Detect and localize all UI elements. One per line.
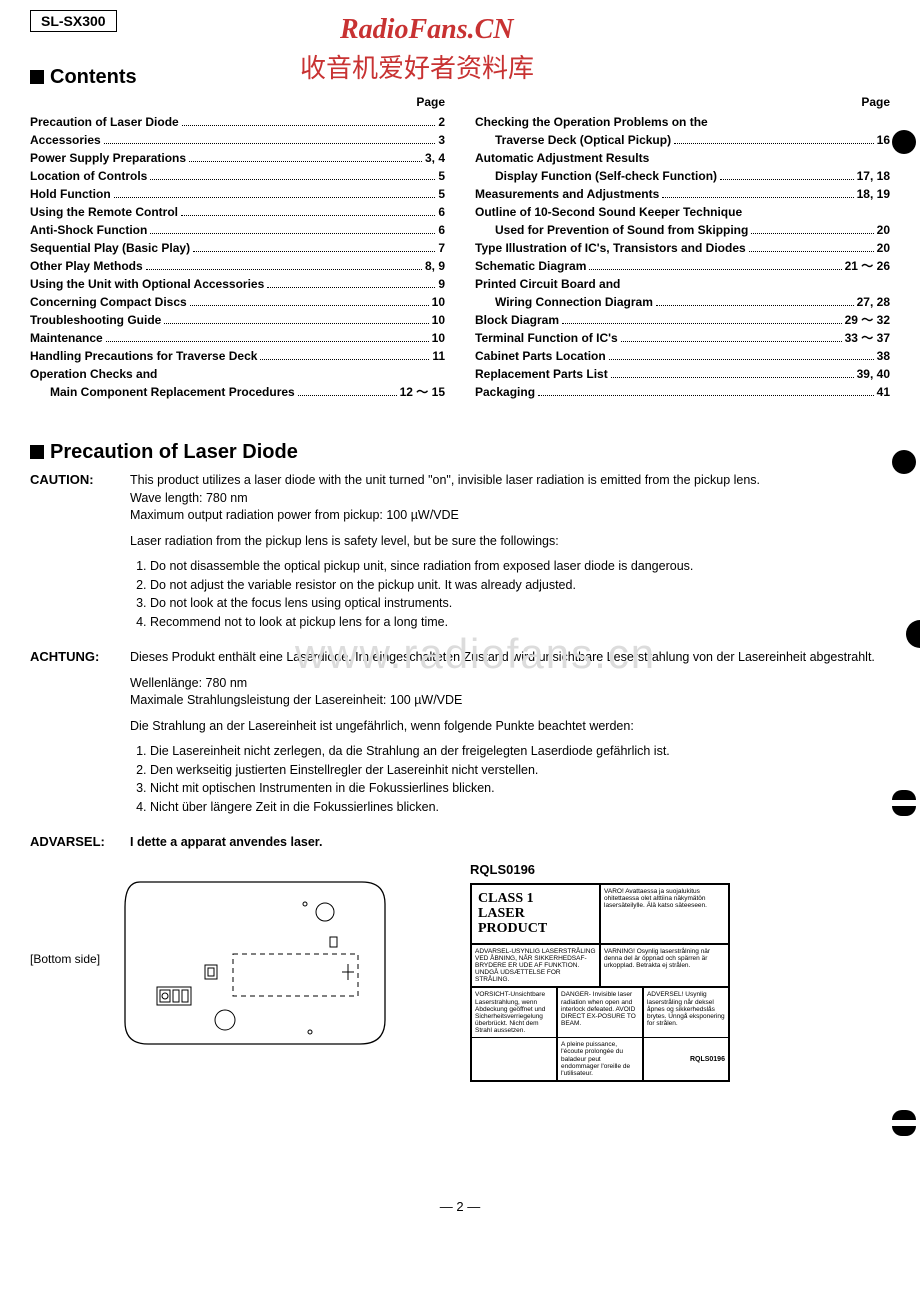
- punch-hole: [892, 130, 916, 154]
- toc-entry: Using the Unit with Optional Accessories…: [30, 275, 445, 293]
- watermark-line2: 收音机爱好者资料库: [300, 48, 534, 85]
- warning-fi: VARO! Avattaessa ja suojalukitus ohitett…: [600, 884, 729, 944]
- toc-entry: Used for Prevention of Sound from Skippi…: [475, 221, 890, 239]
- contents-heading-text: Contents: [50, 66, 137, 88]
- achtung-label: ACHTUNG:: [30, 649, 130, 824]
- toc-entry: Main Component Replacement Procedures12 …: [30, 383, 445, 401]
- toc-entry: Packaging41: [475, 383, 890, 401]
- caution-item: Do not adjust the variable resistor on t…: [150, 577, 890, 595]
- toc-entry: Display Function (Self-check Function)17…: [475, 167, 890, 185]
- toc-entry: Other Play Methods8, 9: [30, 257, 445, 275]
- toc-entry: Schematic Diagram21 ～ 26: [475, 257, 890, 275]
- advarsel-text: I dette a apparat anvendes laser.: [130, 834, 890, 852]
- warning-sv: VARNING! Osynlig laserstrålning när denn…: [600, 944, 729, 988]
- toc-entry: Anti-Shock Function6: [30, 221, 445, 239]
- caution-item: Die Lasereinheit nicht zerlegen, da die …: [150, 743, 890, 761]
- advarsel-label: ADVARSEL:: [30, 834, 130, 852]
- warning-en: DANGER- Invisible laser radiation when o…: [557, 987, 643, 1038]
- caution-item: Nicht mit optischen Instrumenten in die …: [150, 780, 890, 798]
- precaution-heading-text: Precaution of Laser Diode: [50, 441, 298, 463]
- toc-entry: Using the Remote Control6: [30, 203, 445, 221]
- warning-de: VORSICHT-Unsichtbare Laserstrahlung, wen…: [471, 987, 557, 1038]
- bottom-side-label: [Bottom side]: [30, 952, 100, 966]
- model-label: SL-SX300: [30, 10, 117, 32]
- punch-hole: [892, 1110, 916, 1136]
- caution-item: Do not look at the focus lens using opti…: [150, 595, 890, 613]
- toc-entry: Precaution of Laser Diode2: [30, 113, 445, 131]
- rqls-label: RQLS0196: [470, 862, 890, 877]
- rqls-small: RQLS0196: [643, 1038, 729, 1081]
- toc-entry: Automatic Adjustment Results: [475, 149, 890, 167]
- toc-entry: Hold Function5: [30, 185, 445, 203]
- precaution-heading: Precaution of Laser Diode: [30, 441, 890, 464]
- toc-entry: Power Supply Preparations3, 4: [30, 149, 445, 167]
- caution-item: Den werkseitig justierten Einstellregler…: [150, 762, 890, 780]
- toc-entry: Outline of 10-Second Sound Keeper Techni…: [475, 203, 890, 221]
- toc-entry: Troubleshooting Guide10: [30, 311, 445, 329]
- toc-entry: Concerning Compact Discs10: [30, 293, 445, 311]
- caution-item: Nicht über längere Zeit in die Fokussier…: [150, 799, 890, 817]
- spacer: [471, 1038, 557, 1081]
- caution-label: CAUTION:: [30, 472, 130, 639]
- toc-entry: Handling Precautions for Traverse Deck11: [30, 347, 445, 365]
- toc-entry: Measurements and Adjustments18, 19: [475, 185, 890, 203]
- toc-entry: Sequential Play (Basic Play)7: [30, 239, 445, 257]
- bottom-side-figure: [Bottom side]: [30, 862, 450, 1062]
- watermark-line1: RadioFans.CN: [340, 14, 514, 46]
- toc-entry: Accessories3: [30, 131, 445, 149]
- toc-entry: Traverse Deck (Optical Pickup)16: [475, 131, 890, 149]
- toc-entry: Terminal Function of IC's33 ～ 37: [475, 329, 890, 347]
- toc-entry: Printed Circuit Board and: [475, 275, 890, 293]
- warning-da: ADVARSEL-USYNLIG LASERSTRÅLING VED ÅBNIN…: [471, 944, 600, 988]
- warning-no: ADVERSEL! Usynlig laserstråling når deks…: [643, 987, 729, 1038]
- toc-entry: Replacement Parts List39, 40: [475, 365, 890, 383]
- page-number: — 2 —: [0, 1199, 920, 1214]
- class1-cell: CLASS 1 LASER PRODUCT: [471, 884, 600, 944]
- toc-entry: Wiring Connection Diagram27, 28: [475, 293, 890, 311]
- punch-hole: [906, 620, 920, 648]
- toc-entry: Cabinet Parts Location38: [475, 347, 890, 365]
- caution-item: Do not disassemble the optical pickup un…: [150, 558, 890, 576]
- toc-entry: Maintenance10: [30, 329, 445, 347]
- watermark-bg: www.radiofans.cn: [295, 630, 656, 678]
- laser-label-block: CLASS 1 LASER PRODUCT VARO! Avattaessa j…: [470, 883, 730, 1082]
- punch-hole: [892, 790, 916, 816]
- device-outline-svg: [120, 872, 390, 1052]
- page-header-left: Page: [30, 95, 445, 109]
- caution-item: Recommend not to look at pickup lens for…: [150, 614, 890, 632]
- toc-entry: Location of Controls5: [30, 167, 445, 185]
- caution-body: This product utilizes a laser diode with…: [130, 472, 890, 639]
- warning-fr: A pleine puissance, l'écoute prolongée d…: [557, 1038, 643, 1081]
- punch-hole: [892, 450, 916, 474]
- toc-entry: Type Illustration of IC's, Transistors a…: [475, 239, 890, 257]
- page-header-right: Page: [475, 95, 890, 109]
- toc-entry: Checking the Operation Problems on the: [475, 113, 890, 131]
- toc-entry: Block Diagram29 ～ 32: [475, 311, 890, 329]
- toc-entry: Operation Checks and: [30, 365, 445, 383]
